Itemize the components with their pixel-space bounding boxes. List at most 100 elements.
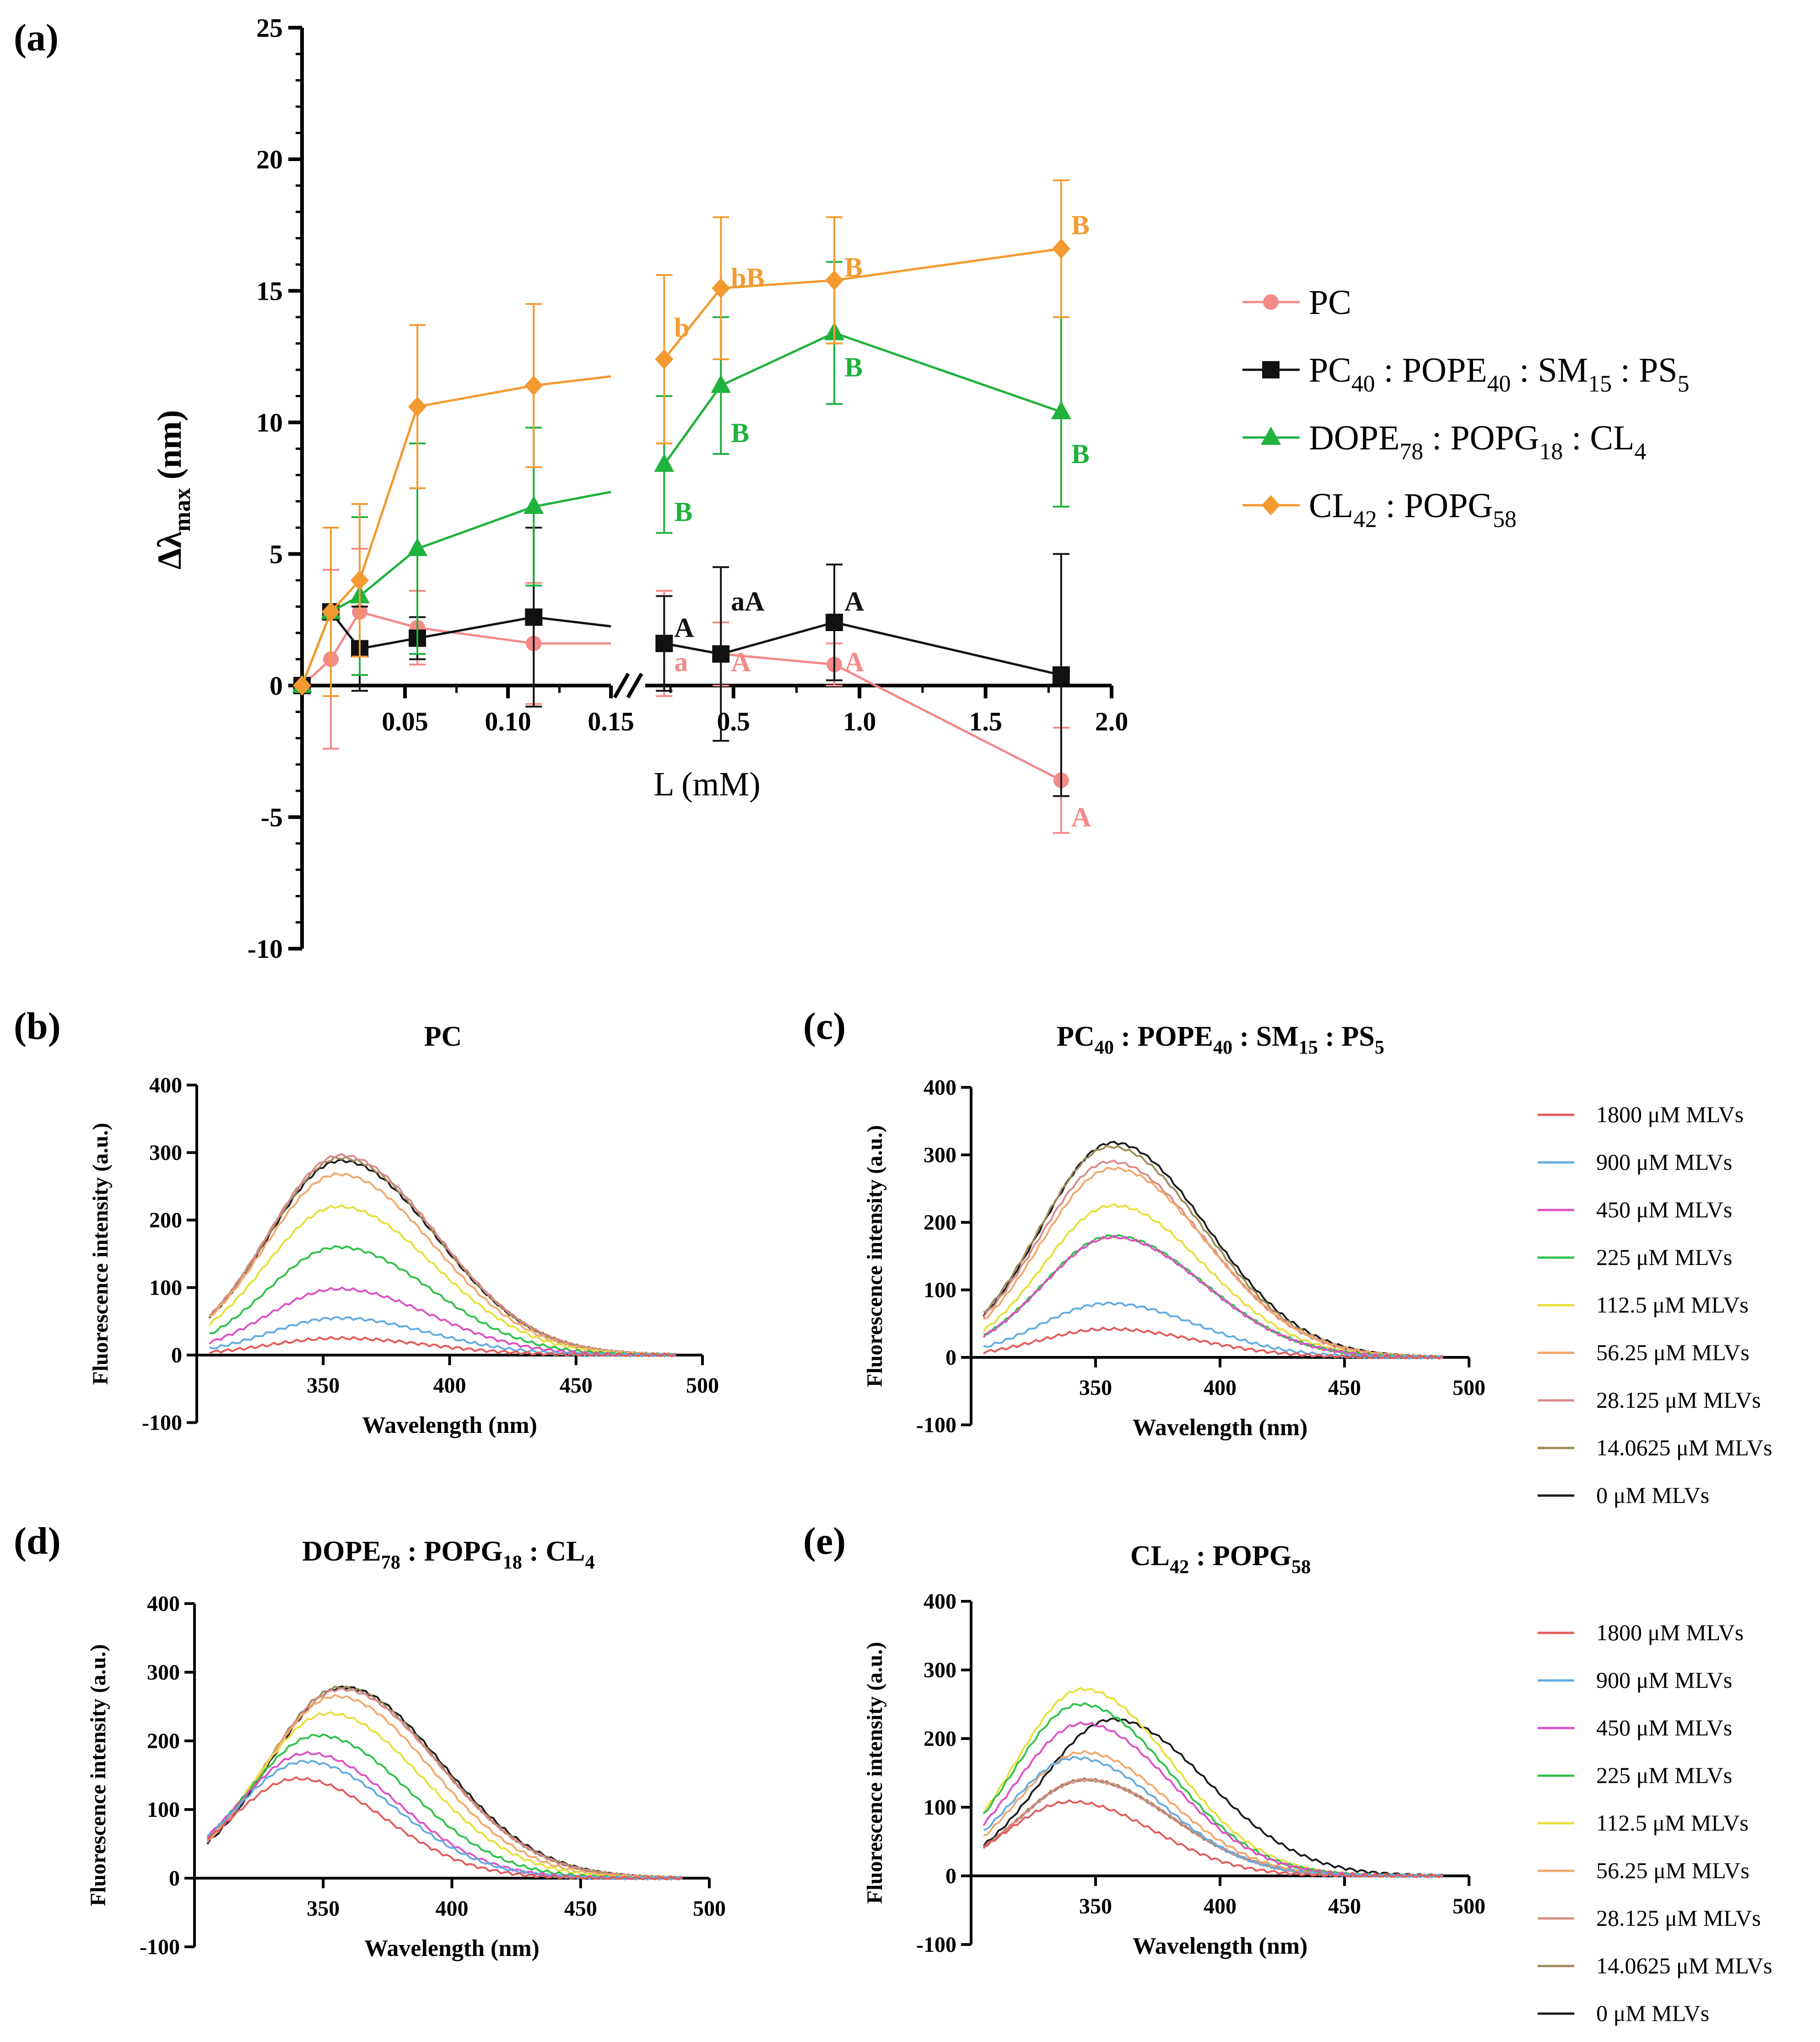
spectrum-line [983,1166,1443,1360]
spectrum-line [209,1245,677,1358]
spectrum-line [208,1159,676,1357]
series-line [301,610,611,686]
subscript: 4 [585,1551,595,1573]
legend-label: 28.125 μM MLVs [1596,1905,1761,1931]
data-point [293,675,311,696]
chart-panel-e: (e) CL42 : POPG58 -100 0 100 200 300 400 350 400 4… [803,1520,1485,1959]
data-point [1262,361,1280,378]
data-point [655,635,673,652]
significance-letter: B [844,352,863,382]
y-tick-label: 25 [256,13,283,43]
data-point [1051,401,1071,419]
y-tick-label: 15 [256,276,283,306]
series-line [301,375,611,686]
y-axis-title: Fluorescence intensity (a.u.) [863,1125,887,1387]
axis-break-mark [613,673,630,698]
x-tick-label: 2.0 [1095,707,1129,736]
subscript: 42 [1353,506,1377,532]
y-tick-label: -100 [142,1411,182,1435]
legend-label: 225 μM MLVs [1596,1762,1732,1788]
y-tick-label: 0 [945,1345,956,1370]
y-tick-label: 5 [270,540,283,569]
y-tick-label: 0 [945,1864,956,1888]
data-point [654,454,675,472]
x-tick-label: 400 [436,1896,469,1921]
x-axis-title: Wavelength (nm) [364,1935,540,1961]
y-tick-label: 400 [149,1073,182,1097]
text-run: : POPE [1114,1021,1213,1052]
legend-label: 450 μM MLVs [1596,1715,1732,1740]
significance-letter: aA [731,586,764,616]
data-point [655,349,674,369]
series-1: AaA A [293,527,1070,797]
text-run: PC [1309,283,1351,322]
series-line [663,248,1062,360]
significance-letter: A [731,647,751,677]
y-tick-label: 0 [171,1343,182,1367]
subscript: 40 [1351,371,1375,397]
x-tick-label: 0.10 [485,707,531,736]
y-tick-label: 200 [147,1729,180,1753]
x-axis-title: Wavelength (nm) [1133,1933,1308,1959]
y-title-sub: max [169,488,195,531]
legend-label: 900 μM MLVs [1596,1149,1732,1175]
significance-letter: A [1071,802,1091,832]
legend-label: 56.25 μM MLVs [1596,1858,1750,1883]
x-tick-label: 0.5 [717,707,751,736]
y-tick-label: 300 [924,1658,956,1682]
text-run: : PS [1318,1021,1375,1052]
data-point [1052,238,1070,259]
panel-label-a: (a) [14,16,59,59]
y-tick-label: -10 [248,934,283,964]
chart-panel-d: (d) DOPE78 : POPG18 : CL4 -100 0 100 200 300 40… [14,1520,726,1961]
text-run: : PS [1612,351,1678,389]
x-tick-label: 450 [564,1896,597,1921]
subscript: 5 [1678,371,1690,397]
subscript: 78 [1399,438,1423,465]
y-tick-label: 200 [149,1208,182,1232]
text-run: DOPE [1309,419,1399,457]
subscript: 78 [381,1551,400,1573]
significance-letter: B [844,252,863,282]
data-point [1261,427,1281,445]
text-run: : SM [1511,351,1588,389]
x-tick-label: 1.0 [843,707,876,736]
data-point [712,645,730,663]
x-tick-label: 1.5 [969,707,1002,736]
x-tick-label: 400 [1204,1376,1237,1400]
text-run: : SM [1232,1021,1299,1052]
y-axis-title: Fluorescence intensity (a.u.) [88,1123,113,1385]
chart-title: DOPE78 : POPG18 : CL4 [302,1536,594,1573]
subscript: 40 [1213,1037,1232,1058]
x-tick-label: 450 [1328,1376,1361,1400]
y-tick-label: 200 [924,1210,956,1235]
y-title-main: Δλ [151,531,189,569]
text-run: : CL [522,1536,585,1567]
y-tick-label: 300 [149,1141,182,1165]
data-point [524,375,543,396]
y-tick-label: -100 [140,1935,180,1959]
subscript: 58 [1493,506,1517,532]
x-axis-title: Wavelength (nm) [362,1412,537,1438]
legend-label: 1800 μM MLVs [1596,1620,1744,1645]
panel-label: (c) [803,1005,846,1048]
legend-label: 14.0625 μM MLVs [1596,1435,1772,1460]
subscript: 15 [1299,1037,1318,1058]
axis-break-mark [626,673,643,698]
spectrum-line [983,1778,1443,1878]
series-line [301,491,611,686]
significance-letter: b [674,313,689,343]
spectra-legend-bottom: 1800 μM MLVs 900 μM MLVs 450 μM MLVs 225 μM… [1538,1620,1772,2026]
chart-panel-b: (b) PC -100 0 100 200 300 400 350 400 450 500 Wavele… [14,1005,719,1438]
significance-letter: a [674,647,688,677]
x-tick-label: 350 [307,1896,340,1921]
x-tick-label: 500 [693,1896,726,1921]
data-point [524,496,544,514]
x-tick-label: 0.05 [382,707,428,736]
legend-label: 1800 μM MLVs [1596,1102,1744,1127]
spectrum-line [983,1302,1444,1360]
x-axis-title: Wavelength (nm) [1133,1415,1308,1441]
text-run: : POPE [1375,351,1487,389]
data-point [525,608,543,626]
